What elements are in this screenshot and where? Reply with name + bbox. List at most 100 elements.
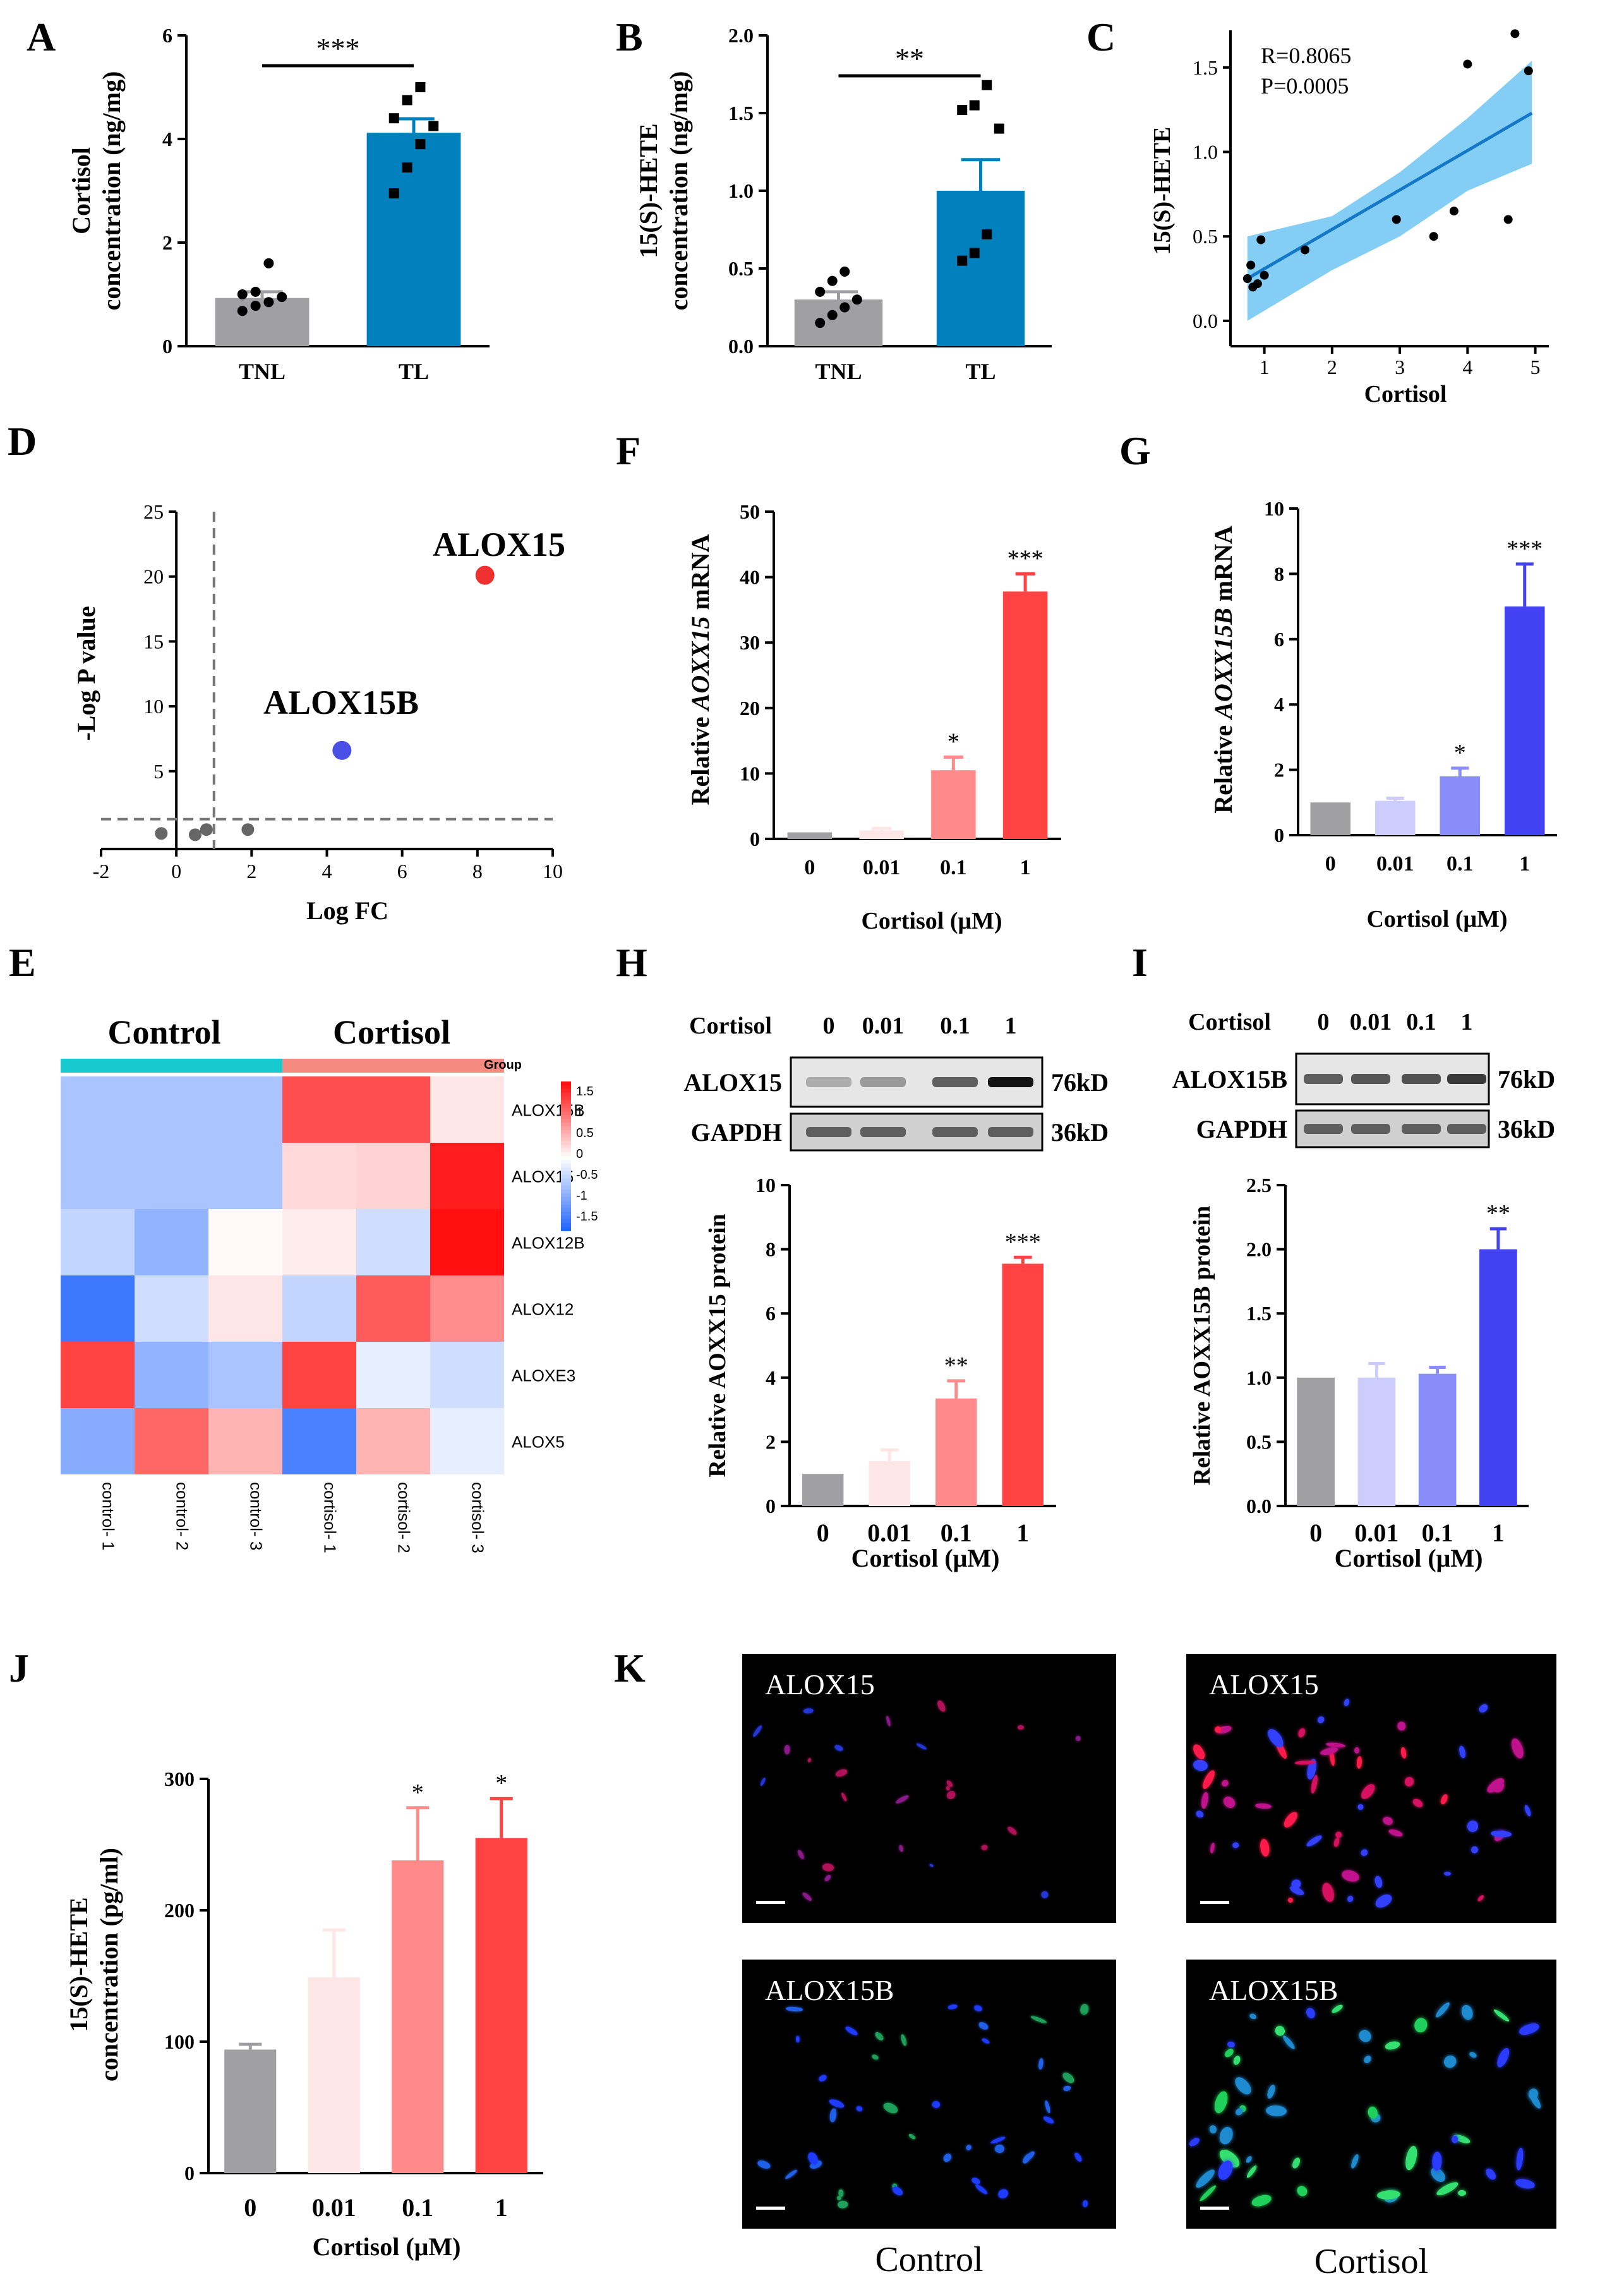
heatmap-cell xyxy=(282,1275,356,1342)
cell xyxy=(834,1768,848,1778)
y-axis-label-group: Relative AOXX15 mRNA xyxy=(686,534,714,805)
scale-swatch xyxy=(561,1219,571,1224)
y-axis-label: Relative AOXX15 mRNA xyxy=(686,534,714,805)
x-tick-label: 8 xyxy=(472,860,483,882)
cell xyxy=(827,2097,846,2109)
cell xyxy=(1477,1702,1489,1714)
y-tick-label: 8 xyxy=(1274,562,1284,585)
cell xyxy=(1362,2054,1373,2065)
y-tick-label: 2.0 xyxy=(728,24,754,47)
cell xyxy=(929,1863,935,1868)
x-tick-label: 0.01 xyxy=(1354,1519,1398,1547)
scale-swatch xyxy=(561,1227,571,1231)
scale-swatch xyxy=(561,1088,571,1093)
group-bar-control xyxy=(61,1059,282,1073)
cell xyxy=(1209,1842,1215,1854)
cell xyxy=(1359,1848,1369,1858)
column-label-group: cortisol- 1 xyxy=(321,1482,340,1553)
cell xyxy=(1374,1875,1383,1889)
scale-swatch xyxy=(561,1145,571,1150)
blot-kd: 36kD xyxy=(1051,1118,1109,1147)
y-axis-label-line: 15(S)-HETE xyxy=(64,1897,93,2032)
heatmap-cell xyxy=(356,1076,430,1143)
cell xyxy=(1443,1871,1452,1876)
scale-swatch xyxy=(561,1133,571,1138)
cell xyxy=(1223,2047,1236,2059)
cell xyxy=(1514,2177,1536,2190)
blot-header: Cortisol xyxy=(1188,1009,1271,1035)
x-tick-label: 1 xyxy=(1020,856,1031,879)
cell xyxy=(1343,1698,1350,1707)
cell xyxy=(1356,1756,1362,1769)
micrograph-control-alox15: ALOX15 xyxy=(742,1654,1116,1923)
bar xyxy=(308,1977,360,2173)
y-tick-label: 1.0 xyxy=(1246,1366,1272,1389)
panel-f: F 0 10 20 30 40 50 0 0.01 0.1 * 1 *** Cortisol (μM) Re… xyxy=(616,428,1061,934)
data-point xyxy=(402,162,412,173)
heatmap-cell xyxy=(61,1408,135,1474)
bar xyxy=(869,1461,910,1506)
heatmap-cell xyxy=(208,1275,282,1342)
micrograph-cortisol-alox15: ALOX15 xyxy=(1186,1654,1556,1923)
x-axis-label: Cortisol (μM) xyxy=(1366,906,1507,932)
y-axis-label-group: Relative AOXX15B mRNA xyxy=(1209,526,1237,814)
x-tick-label: 0.1 xyxy=(940,856,967,879)
bar xyxy=(1504,606,1545,835)
row-label: ALOX15B xyxy=(512,1101,585,1120)
heatmap-cell xyxy=(61,1342,135,1408)
bar xyxy=(224,2049,277,2173)
heatmap-cell xyxy=(61,1076,135,1143)
y-axis-label: -Log P value xyxy=(72,606,100,740)
cell xyxy=(784,1745,790,1754)
blot-band xyxy=(806,1127,851,1137)
cell xyxy=(908,2133,917,2141)
cell xyxy=(1030,2015,1047,2024)
scale-swatch xyxy=(561,1107,571,1112)
data-point xyxy=(237,289,248,299)
data-point xyxy=(839,302,850,313)
gene-point xyxy=(155,827,168,840)
x-tick-label: 0.1 xyxy=(1447,852,1474,876)
cell xyxy=(1226,2040,1236,2049)
cell xyxy=(829,2107,838,2123)
data-point xyxy=(982,80,992,90)
cell xyxy=(899,1845,905,1853)
cell xyxy=(796,1849,805,1860)
scale-swatch xyxy=(561,1100,571,1105)
x-tick-label: 4 xyxy=(1462,356,1472,378)
scale-swatch xyxy=(561,1190,571,1194)
data-point xyxy=(388,113,399,124)
blot-name: GAPDH xyxy=(1196,1115,1287,1143)
cell xyxy=(752,1724,764,1738)
scale-tick: 0.5 xyxy=(576,1126,594,1140)
scale-swatch xyxy=(561,1115,571,1119)
group-label: Cortisol xyxy=(333,1013,450,1051)
cell xyxy=(1266,2084,1277,2100)
significance-stars: * xyxy=(1454,740,1466,766)
heatmap-cell xyxy=(61,1143,135,1209)
cell xyxy=(981,1845,988,1851)
cell xyxy=(1188,2136,1201,2148)
data-point xyxy=(1260,270,1269,280)
significance-stars: *** xyxy=(316,32,360,64)
y-tick-label: 20 xyxy=(143,565,164,588)
cell xyxy=(1074,1735,1081,1742)
y-tick-label: 4 xyxy=(162,128,172,150)
x-tick-label: 10 xyxy=(543,860,563,882)
data-point xyxy=(1524,66,1533,76)
y-tick-label: 0.5 xyxy=(1193,225,1218,248)
y-axis-label: Relative AOXX15B mRNA xyxy=(1209,526,1237,814)
scale-swatch xyxy=(561,1148,571,1154)
y-tick-label: 2.5 xyxy=(1246,1174,1272,1196)
bar xyxy=(1002,1263,1044,1506)
gene-point xyxy=(200,823,213,836)
x-tick-label: 3 xyxy=(1395,356,1405,378)
cell xyxy=(1468,2051,1478,2059)
y-axis-label-line: Cortisol xyxy=(67,147,95,234)
x-tick-label: 1 xyxy=(495,2193,508,2222)
y-tick-label: 10 xyxy=(740,762,760,785)
data-point xyxy=(994,123,1004,134)
data-point xyxy=(277,292,287,303)
lane-label: 0 xyxy=(1318,1009,1330,1035)
cell xyxy=(802,1891,813,1903)
